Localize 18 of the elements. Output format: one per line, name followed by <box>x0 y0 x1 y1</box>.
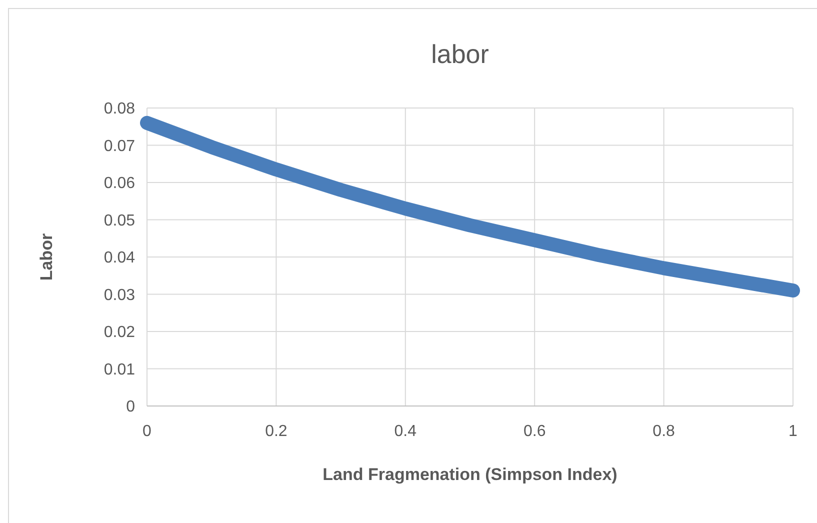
y-tick-label: 0.04 <box>104 250 136 267</box>
x-tick-label: 0.2 <box>265 423 288 440</box>
y-tick-label: 0.01 <box>104 361 136 378</box>
y-tick-label: 0.07 <box>104 138 136 155</box>
y-tick-label: 0.05 <box>104 212 136 230</box>
x-tick-label: 0.4 <box>394 423 417 440</box>
y-tick-label: 0.08 <box>104 100 136 118</box>
y-axis-title: Labor <box>37 233 56 281</box>
y-tick-label: 0.03 <box>104 286 136 304</box>
chart-title: labor <box>431 39 490 69</box>
y-tick-label: 0.02 <box>104 324 136 342</box>
x-tick-label: 1 <box>788 423 798 440</box>
y-tick-label: 0.06 <box>104 175 136 192</box>
y-tick-label: 0 <box>126 398 136 416</box>
x-tick-label: 0.6 <box>523 423 546 440</box>
x-tick-label: 0.8 <box>652 423 676 440</box>
x-axis-title: Land Fragmenation (Simpson Index) <box>322 465 618 484</box>
x-tick-label: 0 <box>142 423 152 440</box>
